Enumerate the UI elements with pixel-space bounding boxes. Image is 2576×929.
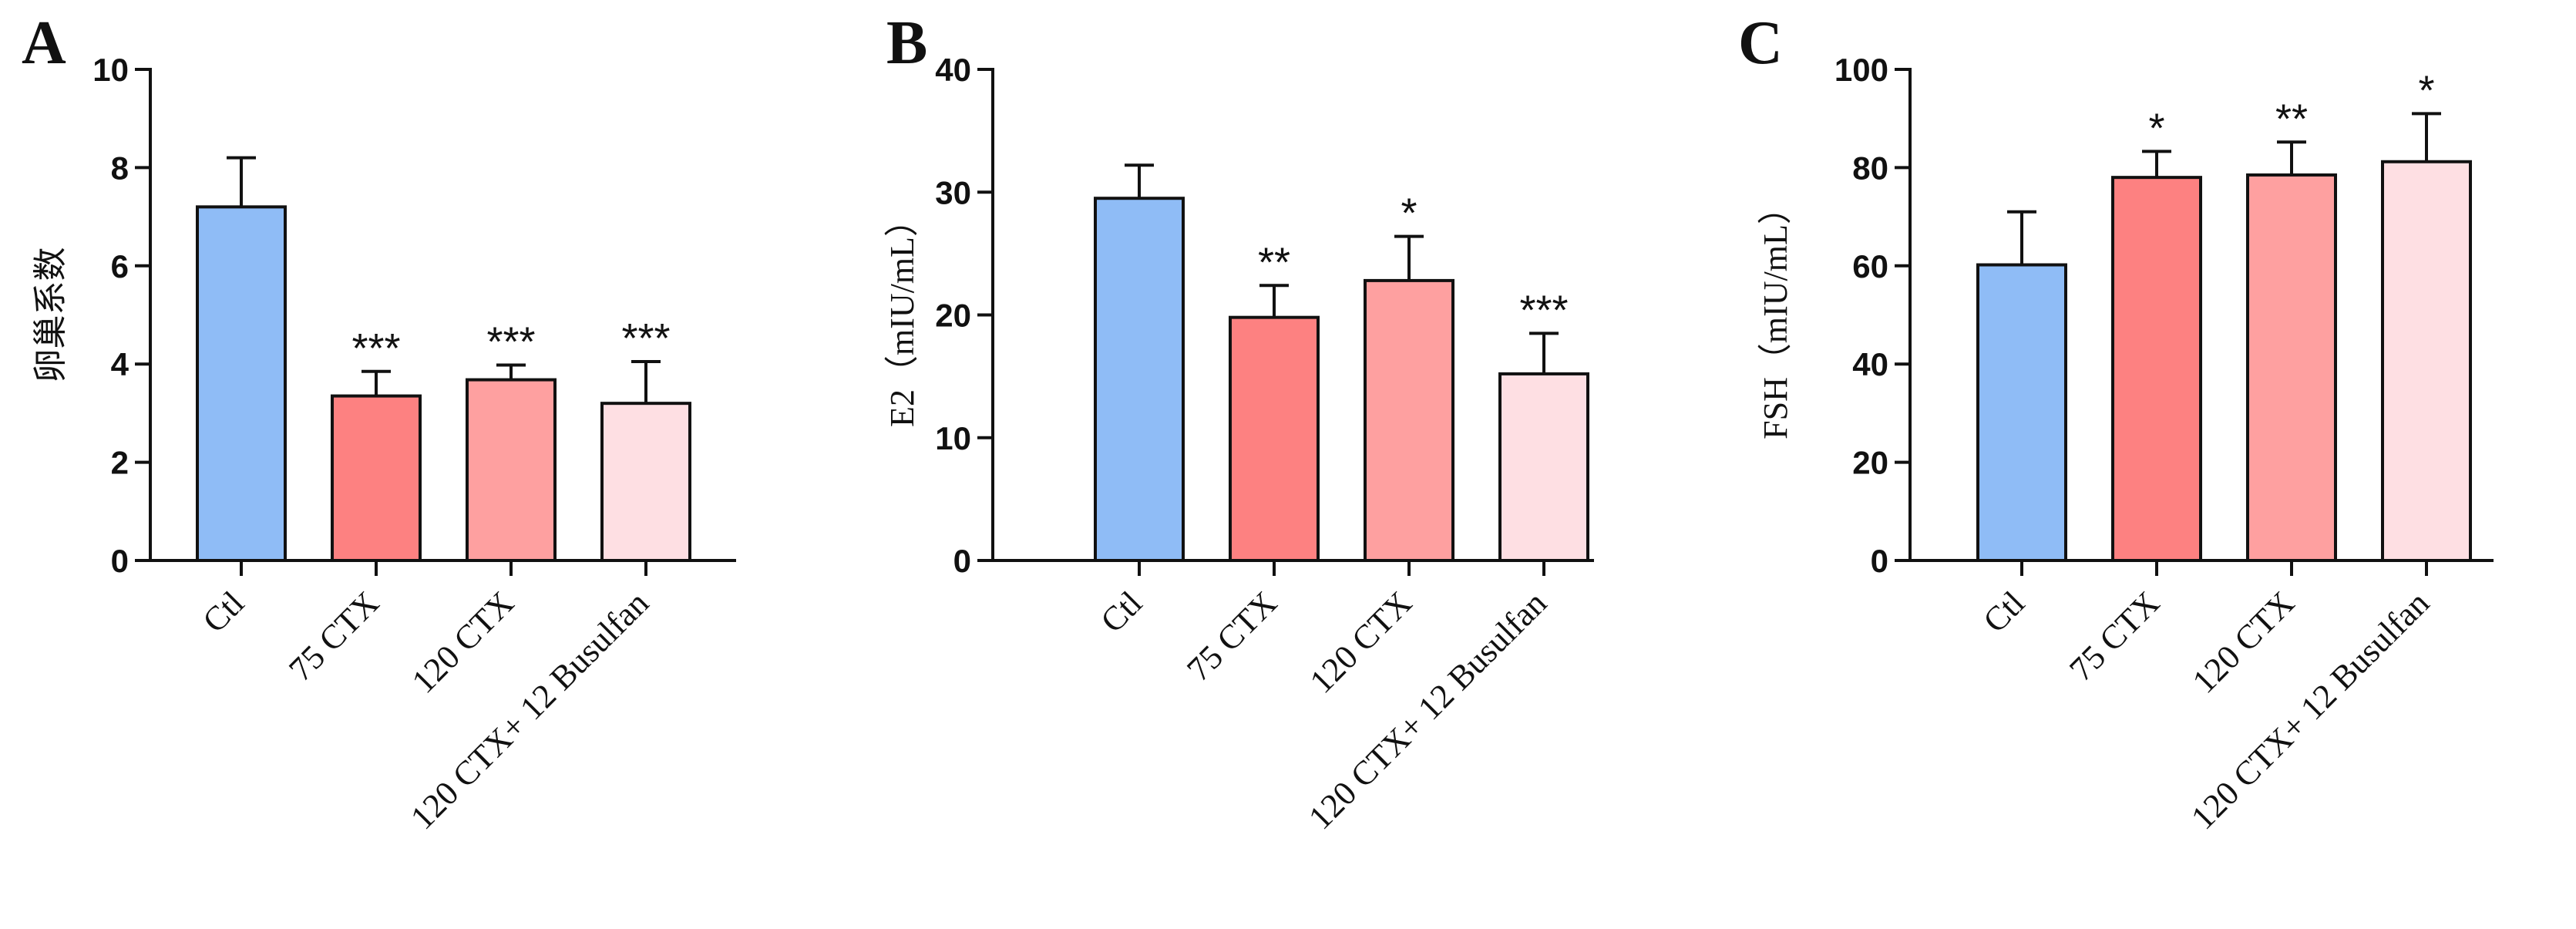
- y-tick-label: 30: [935, 174, 971, 210]
- x-tick-label: 120 CTX+ 12 Busulfan: [2184, 584, 2436, 836]
- x-tick-label: 75 CTX: [2062, 584, 2167, 688]
- panel-letter: A: [22, 9, 66, 77]
- panel-c: C 0 20 40 60 80 100 FSH（mIU/mL） Ctl * 75 CTX ** 120 …: [1738, 9, 2494, 836]
- y-tick-label: 0: [953, 543, 971, 579]
- significance-label: ***: [621, 315, 670, 362]
- y-axis-label: 卵巢系数: [32, 247, 69, 383]
- significance-label: *: [2148, 105, 2164, 151]
- significance-label: *: [1401, 190, 1417, 237]
- x-tick-label: 120 CTX+ 12 Busulfan: [1301, 584, 1554, 836]
- panel-b: B 0 10 20 30 40 E2（mIU/mL） Ctl ** 75 CTX * 120 CTX *…: [883, 9, 1594, 836]
- y-tick-label: 10: [92, 52, 129, 88]
- bar: [600, 402, 691, 562]
- bar: [196, 205, 287, 562]
- significance-label: **: [1258, 239, 1290, 285]
- bar: [1976, 263, 2067, 562]
- y-tick-label: 6: [111, 248, 129, 284]
- bar: [1364, 278, 1454, 562]
- significance-label: ***: [1519, 287, 1568, 333]
- bar: [2246, 173, 2337, 563]
- y-tick-label: 60: [1852, 248, 1888, 284]
- x-tick-label: 75 CTX: [1179, 584, 1284, 688]
- bar: [1229, 315, 1320, 562]
- bar: [2381, 160, 2472, 563]
- y-tick-label: 0: [1871, 543, 1888, 579]
- x-tick-label: Ctl: [195, 584, 251, 640]
- y-tick-label: 40: [935, 52, 971, 88]
- x-tick-label: Ctl: [1976, 584, 2032, 640]
- x-tick-label: Ctl: [1093, 584, 1149, 640]
- y-tick-label: 0: [111, 543, 129, 579]
- y-tick-label: 80: [1852, 150, 1888, 186]
- bar: [2111, 176, 2202, 562]
- y-tick-label: 20: [1852, 445, 1888, 481]
- significance-label: *: [2418, 67, 2434, 113]
- bar: [1498, 372, 1589, 562]
- x-tick-label: 120 CTX: [405, 584, 521, 700]
- x-tick-label: 120 CTX: [2185, 584, 2302, 700]
- x-tick-label: 120 CTX: [1303, 584, 1419, 700]
- y-axis-label: E2（mIU/mL）: [883, 203, 921, 427]
- y-tick-label: 20: [935, 298, 971, 334]
- panel-letter: C: [1738, 9, 1783, 77]
- y-tick-label: 100: [1834, 52, 1888, 88]
- bar: [1094, 197, 1185, 562]
- significance-label: **: [2275, 96, 2308, 142]
- panel-letter: B: [886, 9, 927, 77]
- panel-a: A 0 2 4 6 8 10 卵巢系数 Ctl *** 75 CTX *** 120 CTX *** 120…: [22, 9, 736, 836]
- x-tick-label: 120 CTX+ 12 Busulfan: [403, 584, 656, 836]
- significance-label: ***: [351, 325, 400, 372]
- bar: [466, 378, 557, 563]
- y-tick-label: 4: [111, 346, 129, 382]
- bar: [331, 394, 422, 562]
- x-tick-label: 75 CTX: [281, 584, 386, 688]
- significance-label: ***: [486, 318, 535, 365]
- y-tick-label: 2: [111, 445, 129, 481]
- y-axis-label: FSH（mIU/mL）: [1757, 190, 1794, 439]
- y-tick-label: 10: [935, 420, 971, 456]
- y-tick-label: 40: [1852, 346, 1888, 382]
- y-tick-label: 8: [111, 150, 129, 186]
